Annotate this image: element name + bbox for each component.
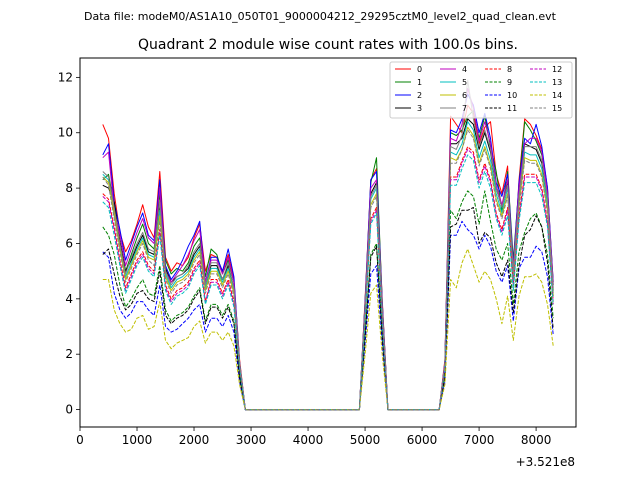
y-tick-label: 6 <box>65 236 73 250</box>
series-line-10 <box>102 220 554 411</box>
y-axis: 0 2 4 6 8 10 12 <box>58 70 80 417</box>
x-tick-label: 1000 <box>122 433 153 447</box>
series-line-11 <box>102 207 554 411</box>
legend-label-12: 12 <box>552 65 562 74</box>
legend-label-3: 3 <box>417 104 422 113</box>
legend-label-11: 11 <box>507 104 517 113</box>
legend-label-4: 4 <box>462 65 467 74</box>
x-tick-label: 8000 <box>521 433 552 447</box>
series-line-15 <box>102 129 554 411</box>
chart-title: Quadrant 2 module wise count rates with … <box>138 37 518 53</box>
x-tick-label: 4000 <box>293 433 324 447</box>
series-line-13 <box>102 154 554 411</box>
series-line-12 <box>102 148 554 411</box>
x-tick-label: 5000 <box>350 433 381 447</box>
x-tick-label: 7000 <box>464 433 495 447</box>
axes-frame <box>79 57 577 428</box>
legend-label-7: 7 <box>462 104 467 113</box>
series-lines <box>102 79 554 411</box>
legend-label-8: 8 <box>507 65 512 74</box>
legend-label-15: 15 <box>552 104 562 113</box>
x-offset-label: +3.521e8 <box>516 455 575 469</box>
legend-label-13: 13 <box>552 78 562 87</box>
legend-label-9: 9 <box>507 78 512 87</box>
legend-frame <box>389 61 573 119</box>
y-tick-label: 0 <box>65 403 73 417</box>
x-tick-label: 6000 <box>407 433 438 447</box>
x-axis: 0 1000 2000 3000 4000 5000 6000 7000 8000 <box>76 427 551 447</box>
y-tick-label: 4 <box>65 292 73 306</box>
x-tick-label: 2000 <box>179 433 210 447</box>
legend-label-5: 5 <box>462 78 467 87</box>
y-tick-label: 10 <box>58 126 73 140</box>
legend-label-1: 1 <box>417 78 422 87</box>
legend-label-10: 10 <box>507 91 517 100</box>
legend-label-0: 0 <box>417 65 422 74</box>
y-tick-label: 12 <box>58 70 73 84</box>
y-tick-label: 8 <box>65 181 73 195</box>
legend-label-6: 6 <box>462 91 467 100</box>
y-tick-label: 2 <box>65 347 73 361</box>
x-tick-label: 0 <box>76 433 84 447</box>
legend-label-14: 14 <box>552 91 562 100</box>
legend-label-2: 2 <box>417 91 422 100</box>
data-file-label: Data file: modeM0/AS1A10_050T01_90000042… <box>84 10 557 23</box>
x-tick-label: 3000 <box>236 433 267 447</box>
